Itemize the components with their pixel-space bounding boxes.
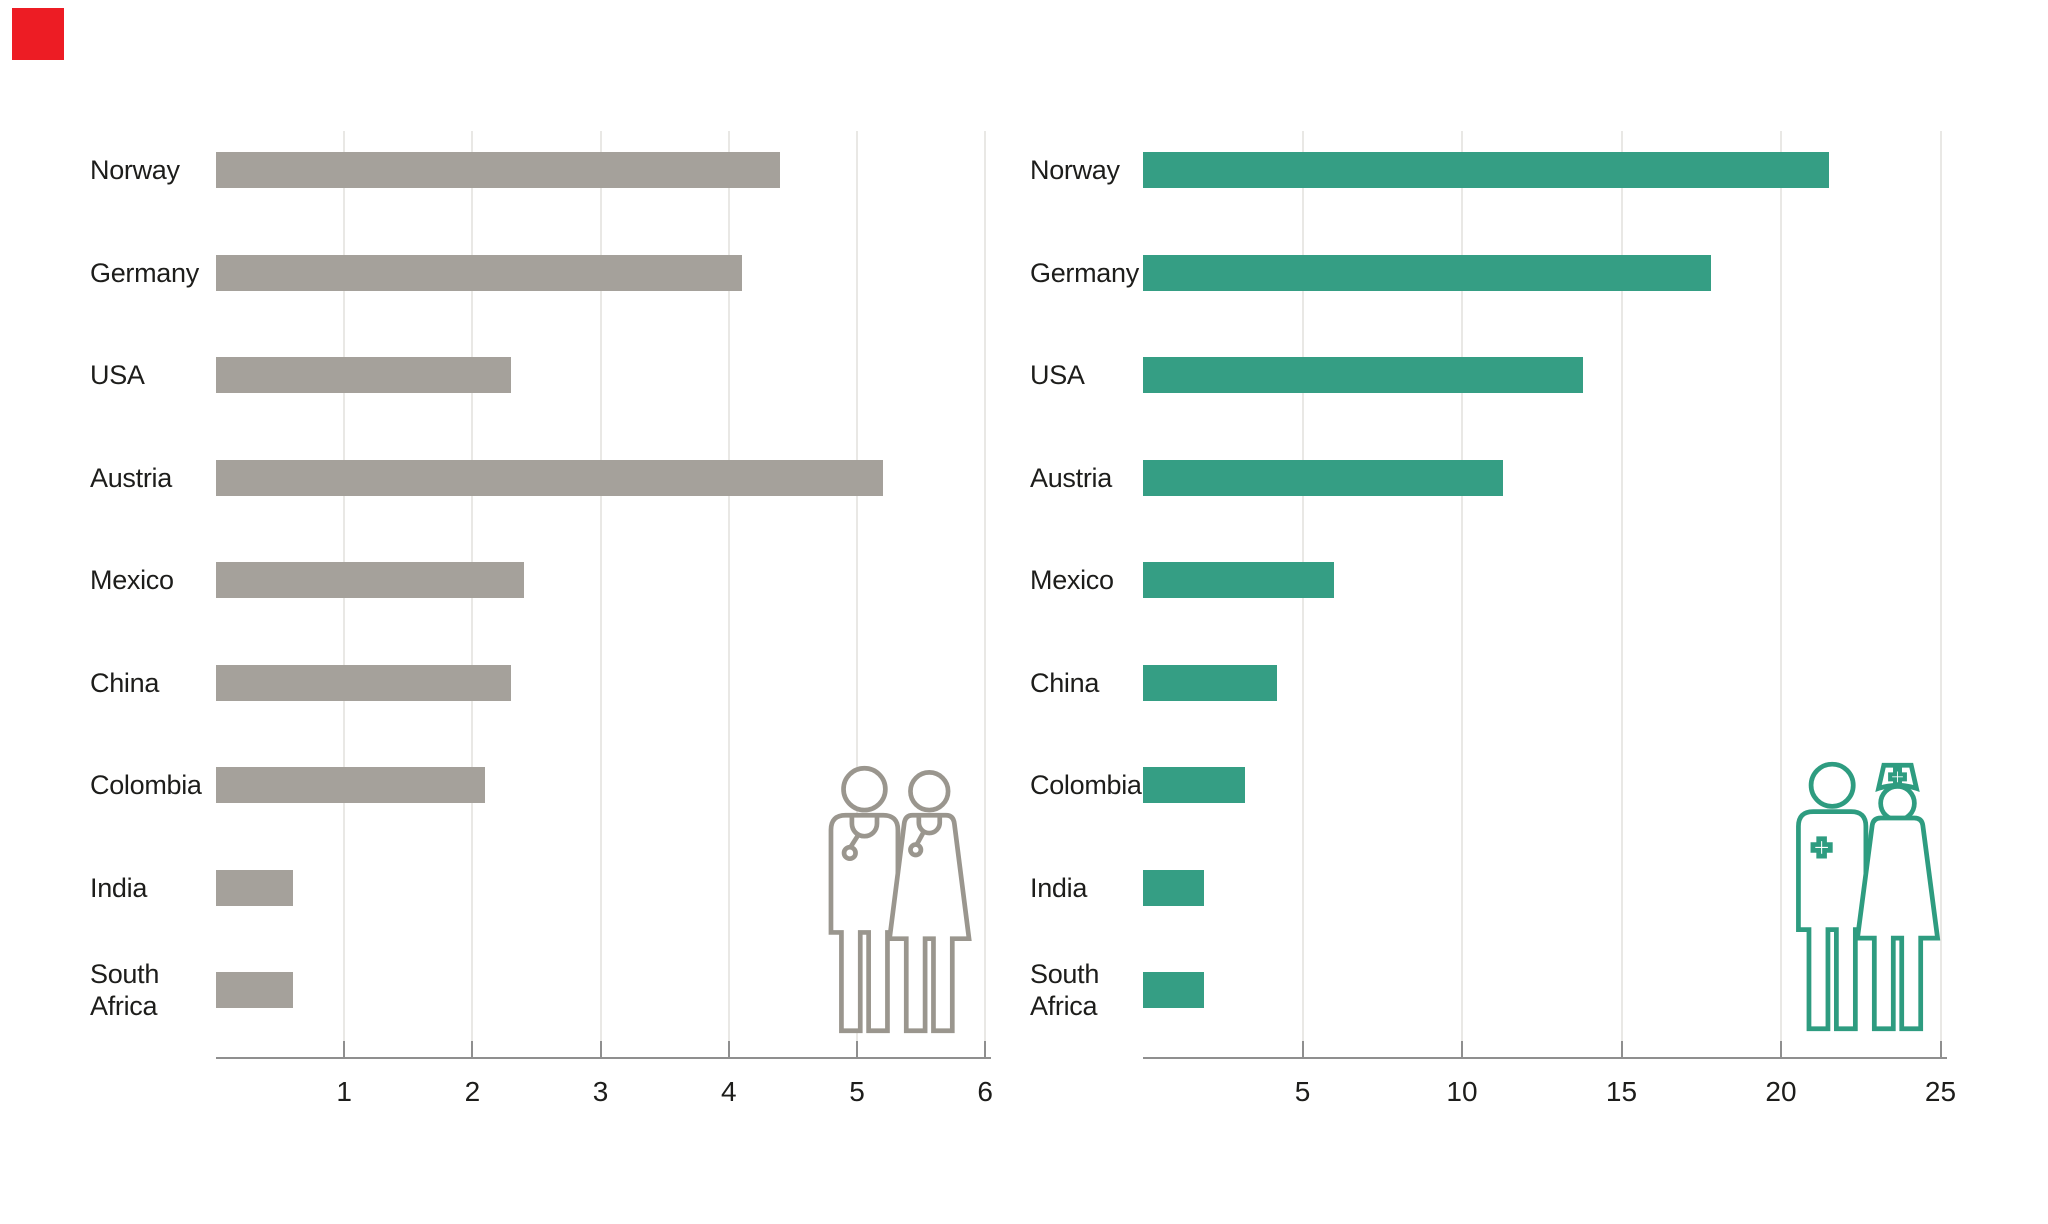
gridline	[856, 131, 858, 1057]
bar-austria	[216, 459, 883, 496]
gridline	[1620, 131, 1623, 1057]
x-axis-tick-label: 20	[1765, 1076, 1797, 1107]
category-label-norway: Norway	[1030, 155, 1120, 185]
bar-mexico	[216, 562, 524, 598]
bar-norway	[216, 152, 780, 188]
category-label-mexico: Mexico	[1030, 565, 1114, 595]
bar-south-africa	[1143, 972, 1204, 1008]
category-label-colombia: Colombia	[1030, 770, 1142, 800]
x-axis-tick	[343, 1041, 346, 1057]
x-axis-tick-label: 15	[1605, 1076, 1638, 1107]
x-axis-tick-label: 4	[721, 1076, 737, 1107]
red-square-logo	[12, 8, 64, 60]
bar-norway	[1143, 152, 1829, 188]
x-axis-tick-label: 5	[1294, 1076, 1311, 1107]
bar-south-africa	[216, 972, 293, 1008]
category-label-south-africa: South Africa	[90, 959, 160, 1021]
bar-austria	[1143, 459, 1503, 496]
category-label-austria: Austria	[90, 462, 172, 493]
category-label-india: India	[1030, 872, 1088, 903]
bar-usa	[1143, 357, 1583, 393]
gridline	[1939, 131, 1942, 1057]
category-label-india: India	[90, 872, 148, 903]
x-axis-tick	[1780, 1041, 1782, 1057]
x-axis-tick	[1939, 1041, 1942, 1057]
category-label-germany: Germany	[90, 257, 199, 288]
bar-colombia	[216, 767, 485, 803]
category-label-colombia: Colombia	[90, 770, 202, 800]
category-label-germany: Germany	[1030, 257, 1139, 288]
category-label-usa: USA	[1030, 360, 1085, 390]
gridline	[727, 131, 730, 1057]
x-axis-tick-label: 25	[1924, 1076, 1957, 1107]
doctors-icon	[828, 765, 972, 1034]
bar-colombia	[1143, 767, 1245, 803]
x-axis-tick	[599, 1041, 602, 1057]
x-axis-tick-label: 5	[849, 1076, 865, 1107]
gridline	[599, 131, 602, 1057]
category-label-china: China	[1030, 667, 1100, 698]
x-axis-tick	[1461, 1041, 1463, 1057]
category-label-usa: USA	[90, 360, 145, 390]
x-axis	[216, 1057, 991, 1059]
doctors-icon-strokes	[828, 765, 972, 1034]
x-axis-tick	[727, 1041, 730, 1057]
bar-mexico	[1143, 562, 1334, 598]
x-axis-tick-label: 1	[336, 1076, 352, 1107]
bar-china	[1143, 664, 1277, 701]
category-label-mexico: Mexico	[90, 565, 174, 595]
category-label-china: China	[90, 667, 160, 698]
category-label-norway: Norway	[90, 155, 180, 185]
gridline	[1780, 131, 1782, 1057]
bar-india	[216, 869, 293, 906]
x-axis-tick	[471, 1041, 474, 1057]
x-axis-tick	[1301, 1041, 1304, 1057]
gridline	[1461, 131, 1463, 1057]
x-axis-tick-label: 3	[592, 1076, 609, 1107]
bar-usa	[216, 357, 511, 393]
bar-germany	[216, 254, 742, 291]
x-axis-tick	[856, 1041, 858, 1057]
x-axis-tick	[1620, 1041, 1623, 1057]
category-label-south-africa: South Africa	[1030, 959, 1100, 1021]
x-axis-tick-label: 2	[464, 1076, 481, 1107]
nurses-icon-strokes	[1796, 761, 1941, 1032]
bar-china	[216, 664, 511, 701]
nurses-icon	[1796, 761, 1941, 1032]
bar-germany	[1143, 254, 1711, 291]
gridline	[984, 131, 987, 1057]
category-label-austria: Austria	[1030, 462, 1112, 493]
x-axis-tick	[984, 1041, 987, 1057]
x-axis-tick-label: 6	[977, 1076, 993, 1107]
x-axis	[1143, 1057, 1947, 1059]
bar-india	[1143, 869, 1204, 906]
x-axis-tick-label: 10	[1446, 1076, 1478, 1107]
